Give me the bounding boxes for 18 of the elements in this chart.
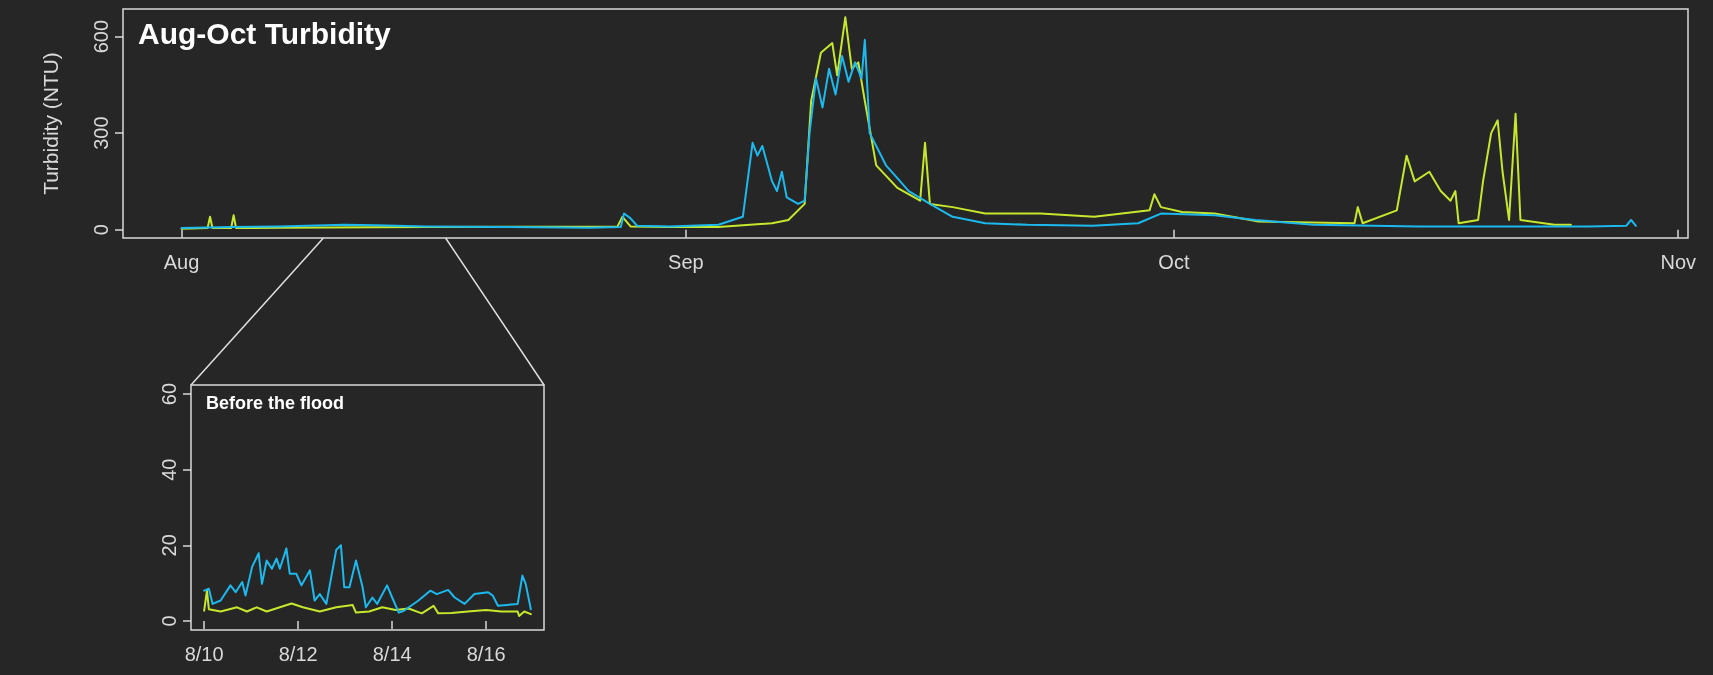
y-tick-label: 20 (158, 534, 180, 557)
x-tick-label: 8/10 (184, 643, 224, 665)
x-tick-label: 8/12 (278, 643, 318, 665)
chart-title: Aug-Oct Turbidity (138, 16, 392, 50)
x-tick-label: 8/16 (466, 643, 506, 665)
x-tick-label: Nov (1660, 251, 1697, 273)
x-tick-label: Sep (668, 251, 704, 273)
y-axis-title: Turbidity (NTU) (39, 52, 62, 195)
x-tick-label: Aug (163, 251, 200, 273)
x-tick-label: 8/14 (372, 643, 412, 665)
x-tick-label: Oct (1158, 251, 1190, 273)
y-tick-label: 40 (158, 458, 180, 481)
chart-title: Before the flood (206, 393, 344, 413)
y-tick-label: 300 (90, 116, 112, 150)
y-tick-label: 600 (90, 19, 112, 54)
y-tick-label: 60 (158, 382, 180, 406)
y-tick-label: 0 (90, 224, 112, 236)
y-tick-label: 0 (158, 615, 180, 627)
